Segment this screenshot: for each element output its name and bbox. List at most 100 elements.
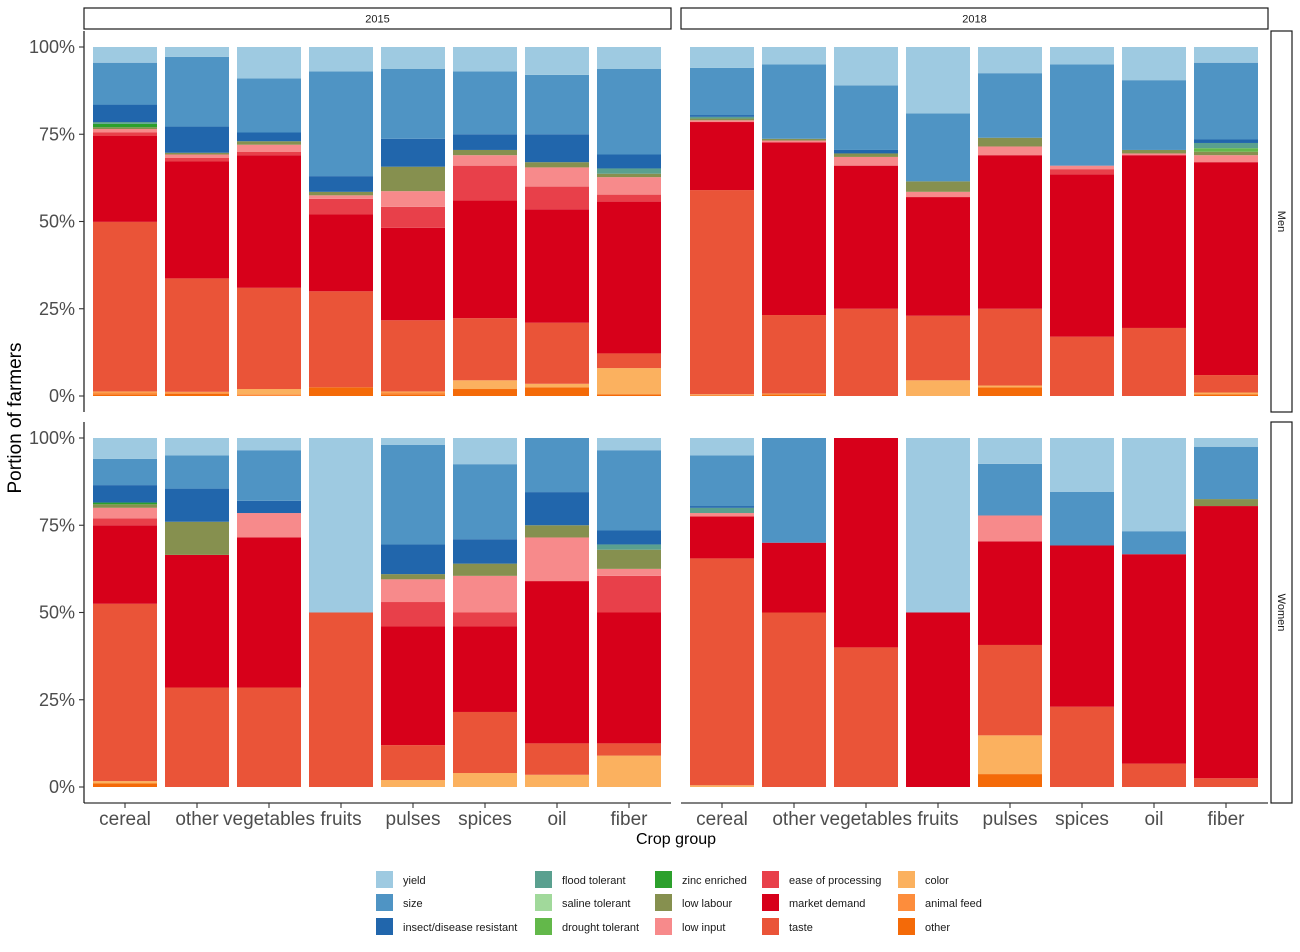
- segment-yield: [165, 47, 229, 57]
- segment-ease-of-processing: [381, 206, 445, 228]
- legend-label: ease of processing: [789, 875, 881, 887]
- segment-taste: [1194, 778, 1258, 787]
- legend-item-taste: taste: [762, 918, 813, 935]
- segment-size: [762, 64, 826, 139]
- segment-low-input: [1050, 165, 1114, 170]
- legend-swatch: [535, 918, 552, 935]
- segment-low-labour: [93, 504, 157, 508]
- segment-market-demand: [165, 554, 229, 688]
- segment-taste: [381, 320, 445, 392]
- segment-other: [165, 393, 229, 396]
- segment-taste: [978, 308, 1042, 386]
- legend-swatch: [898, 918, 915, 935]
- legend-item-insect-disease-resistant: insect/disease resistant: [376, 918, 517, 935]
- segment-size: [165, 56, 229, 127]
- legend-label: saline tolerant: [562, 898, 631, 910]
- segment-taste: [309, 612, 373, 787]
- legend-swatch: [376, 894, 393, 911]
- bar-fiber: [597, 47, 661, 396]
- segment-low-labour: [165, 521, 229, 555]
- segment-market-demand: [762, 542, 826, 613]
- legend-label: flood tolerant: [562, 875, 626, 887]
- x-tick-label: other: [772, 809, 816, 830]
- segment-ease-of-processing: [453, 612, 517, 627]
- segment-taste: [834, 647, 898, 787]
- segment-insect-disease-resistant: [690, 115, 754, 117]
- segment-low-labour: [525, 525, 589, 538]
- strip-box: [1270, 421, 1293, 804]
- segment-yield: [1122, 47, 1186, 81]
- segment-low-labour: [237, 141, 301, 145]
- segment-color: [690, 394, 754, 396]
- segment-insect-disease-resistant: [525, 134, 589, 163]
- segment-taste: [309, 291, 373, 388]
- segment-insect-disease-resistant: [165, 488, 229, 522]
- segment-market-demand: [834, 438, 898, 648]
- segment-size: [93, 62, 157, 105]
- legend-label: low input: [682, 922, 725, 934]
- x-tick-label: pulses: [983, 809, 1038, 830]
- segment-market-demand: [381, 626, 445, 746]
- segment-taste: [1050, 706, 1114, 787]
- segment-taste: [165, 687, 229, 787]
- segment-other: [309, 387, 373, 396]
- segment-color: [597, 755, 661, 787]
- panel-2018-women: [690, 438, 1258, 787]
- segment-ease-of-processing: [165, 157, 229, 162]
- segment-taste: [237, 687, 301, 787]
- strip-women: Women: [1270, 421, 1293, 804]
- y-tick-label: 75%: [39, 515, 75, 535]
- segment-yield: [237, 47, 301, 79]
- segment-zinc-enriched: [93, 502, 157, 505]
- bar-pulses: [978, 438, 1042, 787]
- bar-vegetables: [834, 47, 898, 396]
- segment-market-demand: [1050, 174, 1114, 337]
- bar-cereal: [93, 438, 157, 787]
- bar-oil: [1122, 47, 1186, 396]
- segment-yield: [525, 47, 589, 75]
- segment-market-demand: [834, 165, 898, 309]
- facet-panels: [93, 47, 1258, 787]
- strip-label: 2018: [962, 14, 986, 26]
- x-tick-label: cereal: [696, 809, 748, 830]
- segment-low-labour: [690, 118, 754, 121]
- segment-flood-tolerant: [93, 122, 157, 124]
- segment-market-demand: [93, 135, 157, 222]
- segment-low-input: [597, 177, 661, 195]
- y-axis-men: 0% 25% 50% 75% 100%: [29, 31, 85, 412]
- segment-drought-tolerant: [1194, 148, 1258, 152]
- bar-fruits: [906, 47, 970, 396]
- segment-insect-disease-resistant: [597, 154, 661, 169]
- legend-item-color: color: [898, 871, 949, 888]
- x-tick-label: fiber: [611, 809, 649, 830]
- segment-low-labour: [834, 153, 898, 157]
- bar-other: [165, 438, 229, 787]
- y-axis-women: 0% 25% 50% 75% 100%: [29, 422, 85, 803]
- segment-color: [597, 368, 661, 395]
- segment-other: [453, 389, 517, 396]
- segment-low-labour: [978, 137, 1042, 147]
- segment-other: [597, 394, 661, 396]
- segment-insect-disease-resistant: [165, 126, 229, 153]
- bar-vegetables: [834, 438, 898, 787]
- segment-taste: [1194, 375, 1258, 393]
- y-tick-label: 0%: [49, 777, 75, 797]
- x-tick-label: fruits: [917, 809, 958, 830]
- segment-yield: [309, 438, 373, 613]
- legend-item-yield: yield: [376, 871, 426, 888]
- segment-other: [690, 395, 754, 396]
- bar-spices: [453, 47, 517, 396]
- segment-low-labour: [93, 127, 157, 130]
- segment-taste: [762, 612, 826, 787]
- segment-market-demand: [690, 516, 754, 559]
- segment-market-demand: [690, 122, 754, 191]
- segment-other: [93, 394, 157, 396]
- bar-fiber: [1194, 47, 1258, 396]
- segment-low-labour: [597, 549, 661, 569]
- legend: yield size insect/disease resistant flood t…: [376, 871, 982, 935]
- segment-ease-of-processing: [597, 575, 661, 613]
- segment-low-input: [690, 513, 754, 517]
- segment-low-input: [237, 144, 301, 152]
- strip-2015: 2015: [83, 7, 672, 30]
- segment-color: [525, 383, 589, 388]
